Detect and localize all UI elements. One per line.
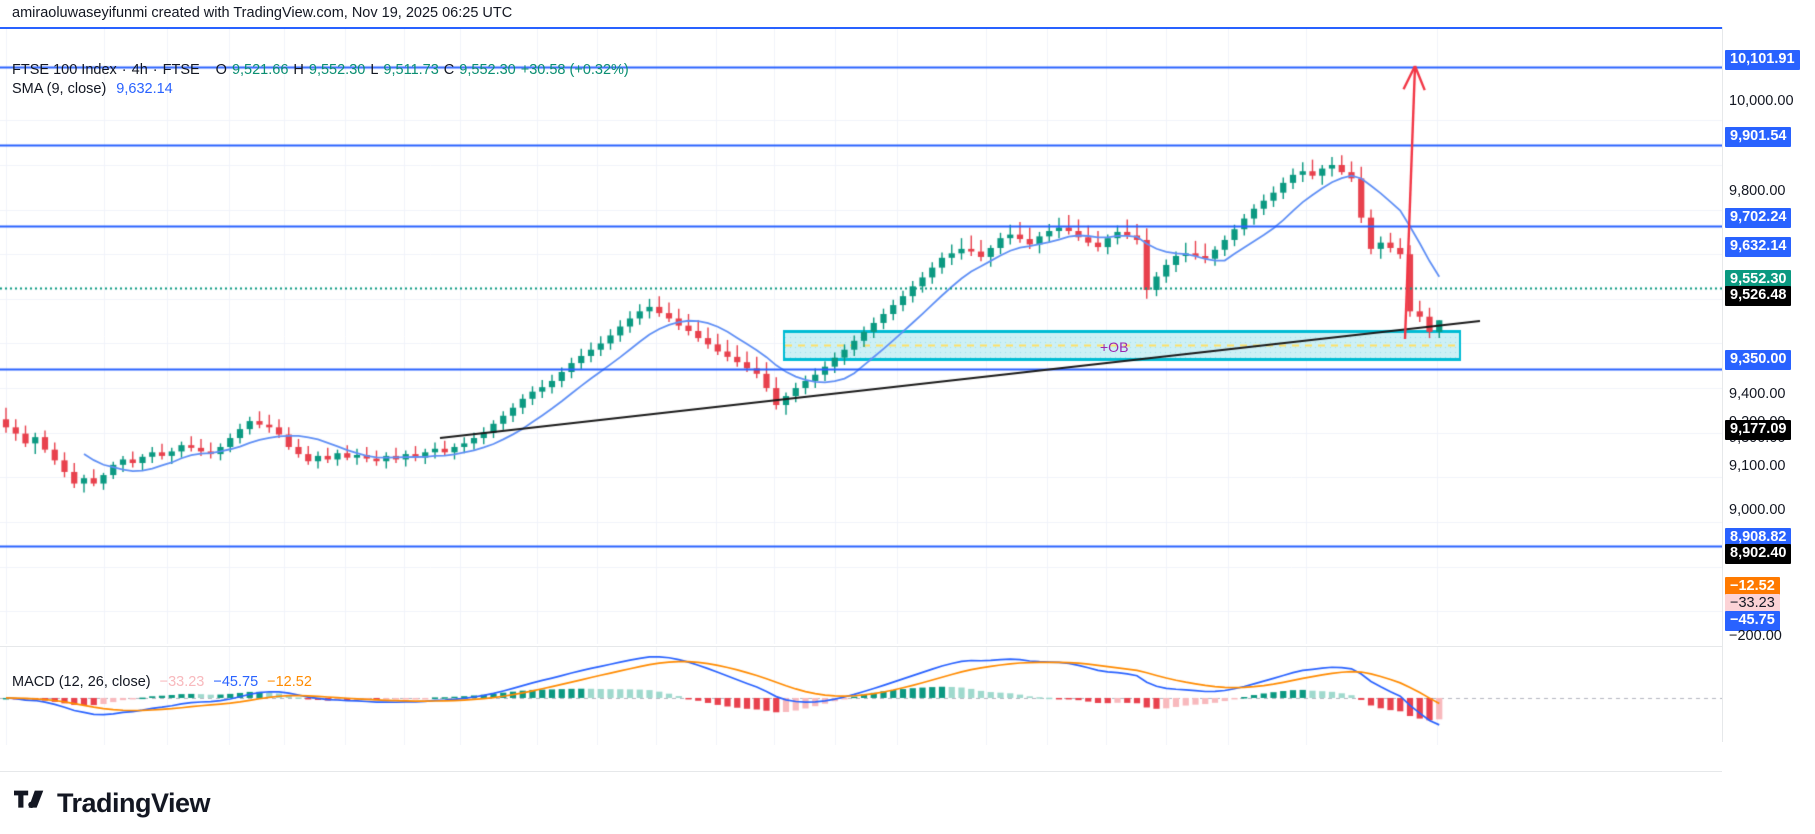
macd-canvas: [0, 647, 1722, 745]
price-axis-pill[interactable]: −12.52: [1725, 577, 1780, 597]
macd-legend-name[interactable]: MACD (12, 26, close): [12, 674, 151, 690]
price-axis-pill[interactable]: 9,350.00: [1725, 350, 1792, 370]
price-axis-tick: 9,800.00: [1729, 183, 1786, 199]
macd-legend-hist: −33.23: [159, 674, 205, 690]
price-axis-pill[interactable]: 10,101.91: [1725, 50, 1800, 70]
price-axis-tick: 9,100.00: [1729, 458, 1786, 474]
footer-bar: TradingView: [0, 772, 1815, 834]
tradingview-brand-label: TradingView: [57, 787, 211, 818]
legend-sma-value: 9,632.14: [116, 81, 173, 97]
legend-sma-row[interactable]: SMA (9, close) 9,632.14: [12, 80, 629, 99]
price-axis-pill[interactable]: −45.75: [1725, 611, 1780, 631]
legend-separator-1: ·: [121, 62, 127, 78]
legend-ohlc-row: FTSE 100 Index · 4h · FTSE O 9,521.66 H 9,…: [12, 61, 629, 80]
legend-open-value: 9,521.66: [231, 62, 289, 78]
legend-close-value: 9,552.30: [459, 62, 516, 78]
macd-pane[interactable]: [0, 646, 1722, 745]
legend-high-label: H: [293, 62, 304, 78]
price-axis-tick: 10,000.00: [1729, 93, 1794, 109]
legend-symbol[interactable]: FTSE 100 Index: [12, 62, 117, 78]
legend-interval[interactable]: 4h: [131, 62, 148, 78]
drawings-overlay-canvas[interactable]: [0, 29, 1722, 644]
legend-low-label: L: [370, 62, 379, 78]
price-pane[interactable]: +OB: [0, 29, 1722, 644]
price-axis-pill[interactable]: 9,177.09: [1725, 420, 1792, 440]
legend-sma-name[interactable]: SMA (9, close): [12, 81, 107, 97]
price-axis-pill[interactable]: 9,632.14: [1725, 237, 1792, 257]
attribution-text: amiraoluwaseyifunmi created with Trading…: [12, 4, 513, 21]
price-axis[interactable]: 10,000.009,800.009,600.009,400.009,300.0…: [1722, 27, 1815, 742]
legend-low-value: 9,511.73: [383, 62, 439, 78]
price-axis-pill[interactable]: −33.23: [1725, 594, 1780, 614]
price-axis-pill[interactable]: 9,526.48: [1725, 286, 1792, 306]
legend-exchange: FTSE: [162, 62, 200, 78]
price-axis-pill[interactable]: 9,702.24: [1725, 208, 1792, 228]
legend-close-label: C: [443, 62, 455, 78]
macd-legend-signal: −12.52: [267, 674, 312, 690]
legend-open-label: O: [215, 62, 227, 78]
tradingview-logo-icon: [14, 790, 48, 817]
price-axis-pill[interactable]: 8,902.40: [1725, 544, 1792, 564]
price-axis-tick: 9,000.00: [1729, 502, 1786, 518]
chart-frame: +OB FTSE 100 Index · 4h · FTSE O 9,521.66…: [0, 27, 1815, 801]
price-axis-tick: 9,400.00: [1729, 386, 1786, 402]
price-axis-pill[interactable]: 8,908.82: [1725, 528, 1792, 548]
attribution-bar: amiraoluwaseyifunmi created with Trading…: [0, 0, 1815, 25]
price-axis-pill[interactable]: 9,901.54: [1725, 127, 1792, 147]
order-block-label: +OB: [1100, 339, 1129, 355]
legend-high-value: 9,552.30: [308, 62, 366, 78]
chart-legend: FTSE 100 Index · 4h · FTSE O 9,521.66 H 9,…: [12, 61, 629, 99]
price-axis-pill[interactable]: 9,552.30: [1725, 270, 1792, 290]
macd-legend-macd: −45.75: [213, 674, 259, 690]
legend-change: +30.58 (+0.32%): [520, 62, 629, 78]
macd-axis-tick: −200.00: [1729, 628, 1782, 644]
macd-legend: MACD (12, 26, close) −33.23 −45.75 −12.5…: [12, 674, 312, 690]
legend-separator-2: ·: [152, 62, 158, 78]
